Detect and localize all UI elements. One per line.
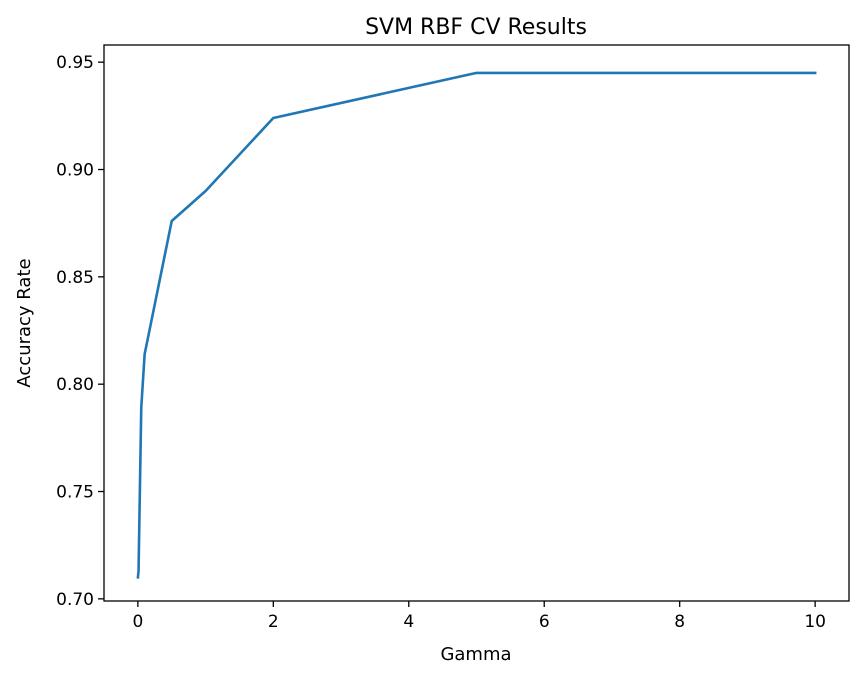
chart-title: SVM RBF CV Results — [365, 15, 587, 40]
x-tick-label: 2 — [268, 612, 279, 632]
x-axis-label: Gamma — [440, 644, 511, 665]
y-axis-label: Accuracy Rate — [14, 258, 35, 387]
y-tick-label: 0.90 — [56, 161, 94, 181]
series-line — [136, 71, 817, 579]
x-axis: 0 2 4 6 8 10 — [132, 601, 826, 632]
y-tick-label: 0.85 — [56, 268, 94, 288]
y-tick-label: 0.70 — [56, 590, 94, 610]
x-tick-label: 0 — [132, 612, 143, 632]
plot-area: 0 2 4 6 8 10 0.70 0.75 0.80 0.85 0.90 0.95 — [56, 44, 850, 632]
series-layer — [136, 71, 817, 579]
plot-frame — [103, 44, 850, 602]
x-tick-label: 6 — [539, 612, 550, 632]
x-tick-label: 10 — [804, 612, 826, 632]
y-tick-label: 0.95 — [56, 53, 94, 73]
x-tick-label: 4 — [403, 612, 414, 632]
y-axis: 0.70 0.75 0.80 0.85 0.90 0.95 — [56, 53, 104, 610]
x-tick-label: 8 — [674, 612, 685, 632]
y-tick-label: 0.75 — [56, 483, 94, 503]
y-tick-label: 0.80 — [56, 375, 94, 395]
